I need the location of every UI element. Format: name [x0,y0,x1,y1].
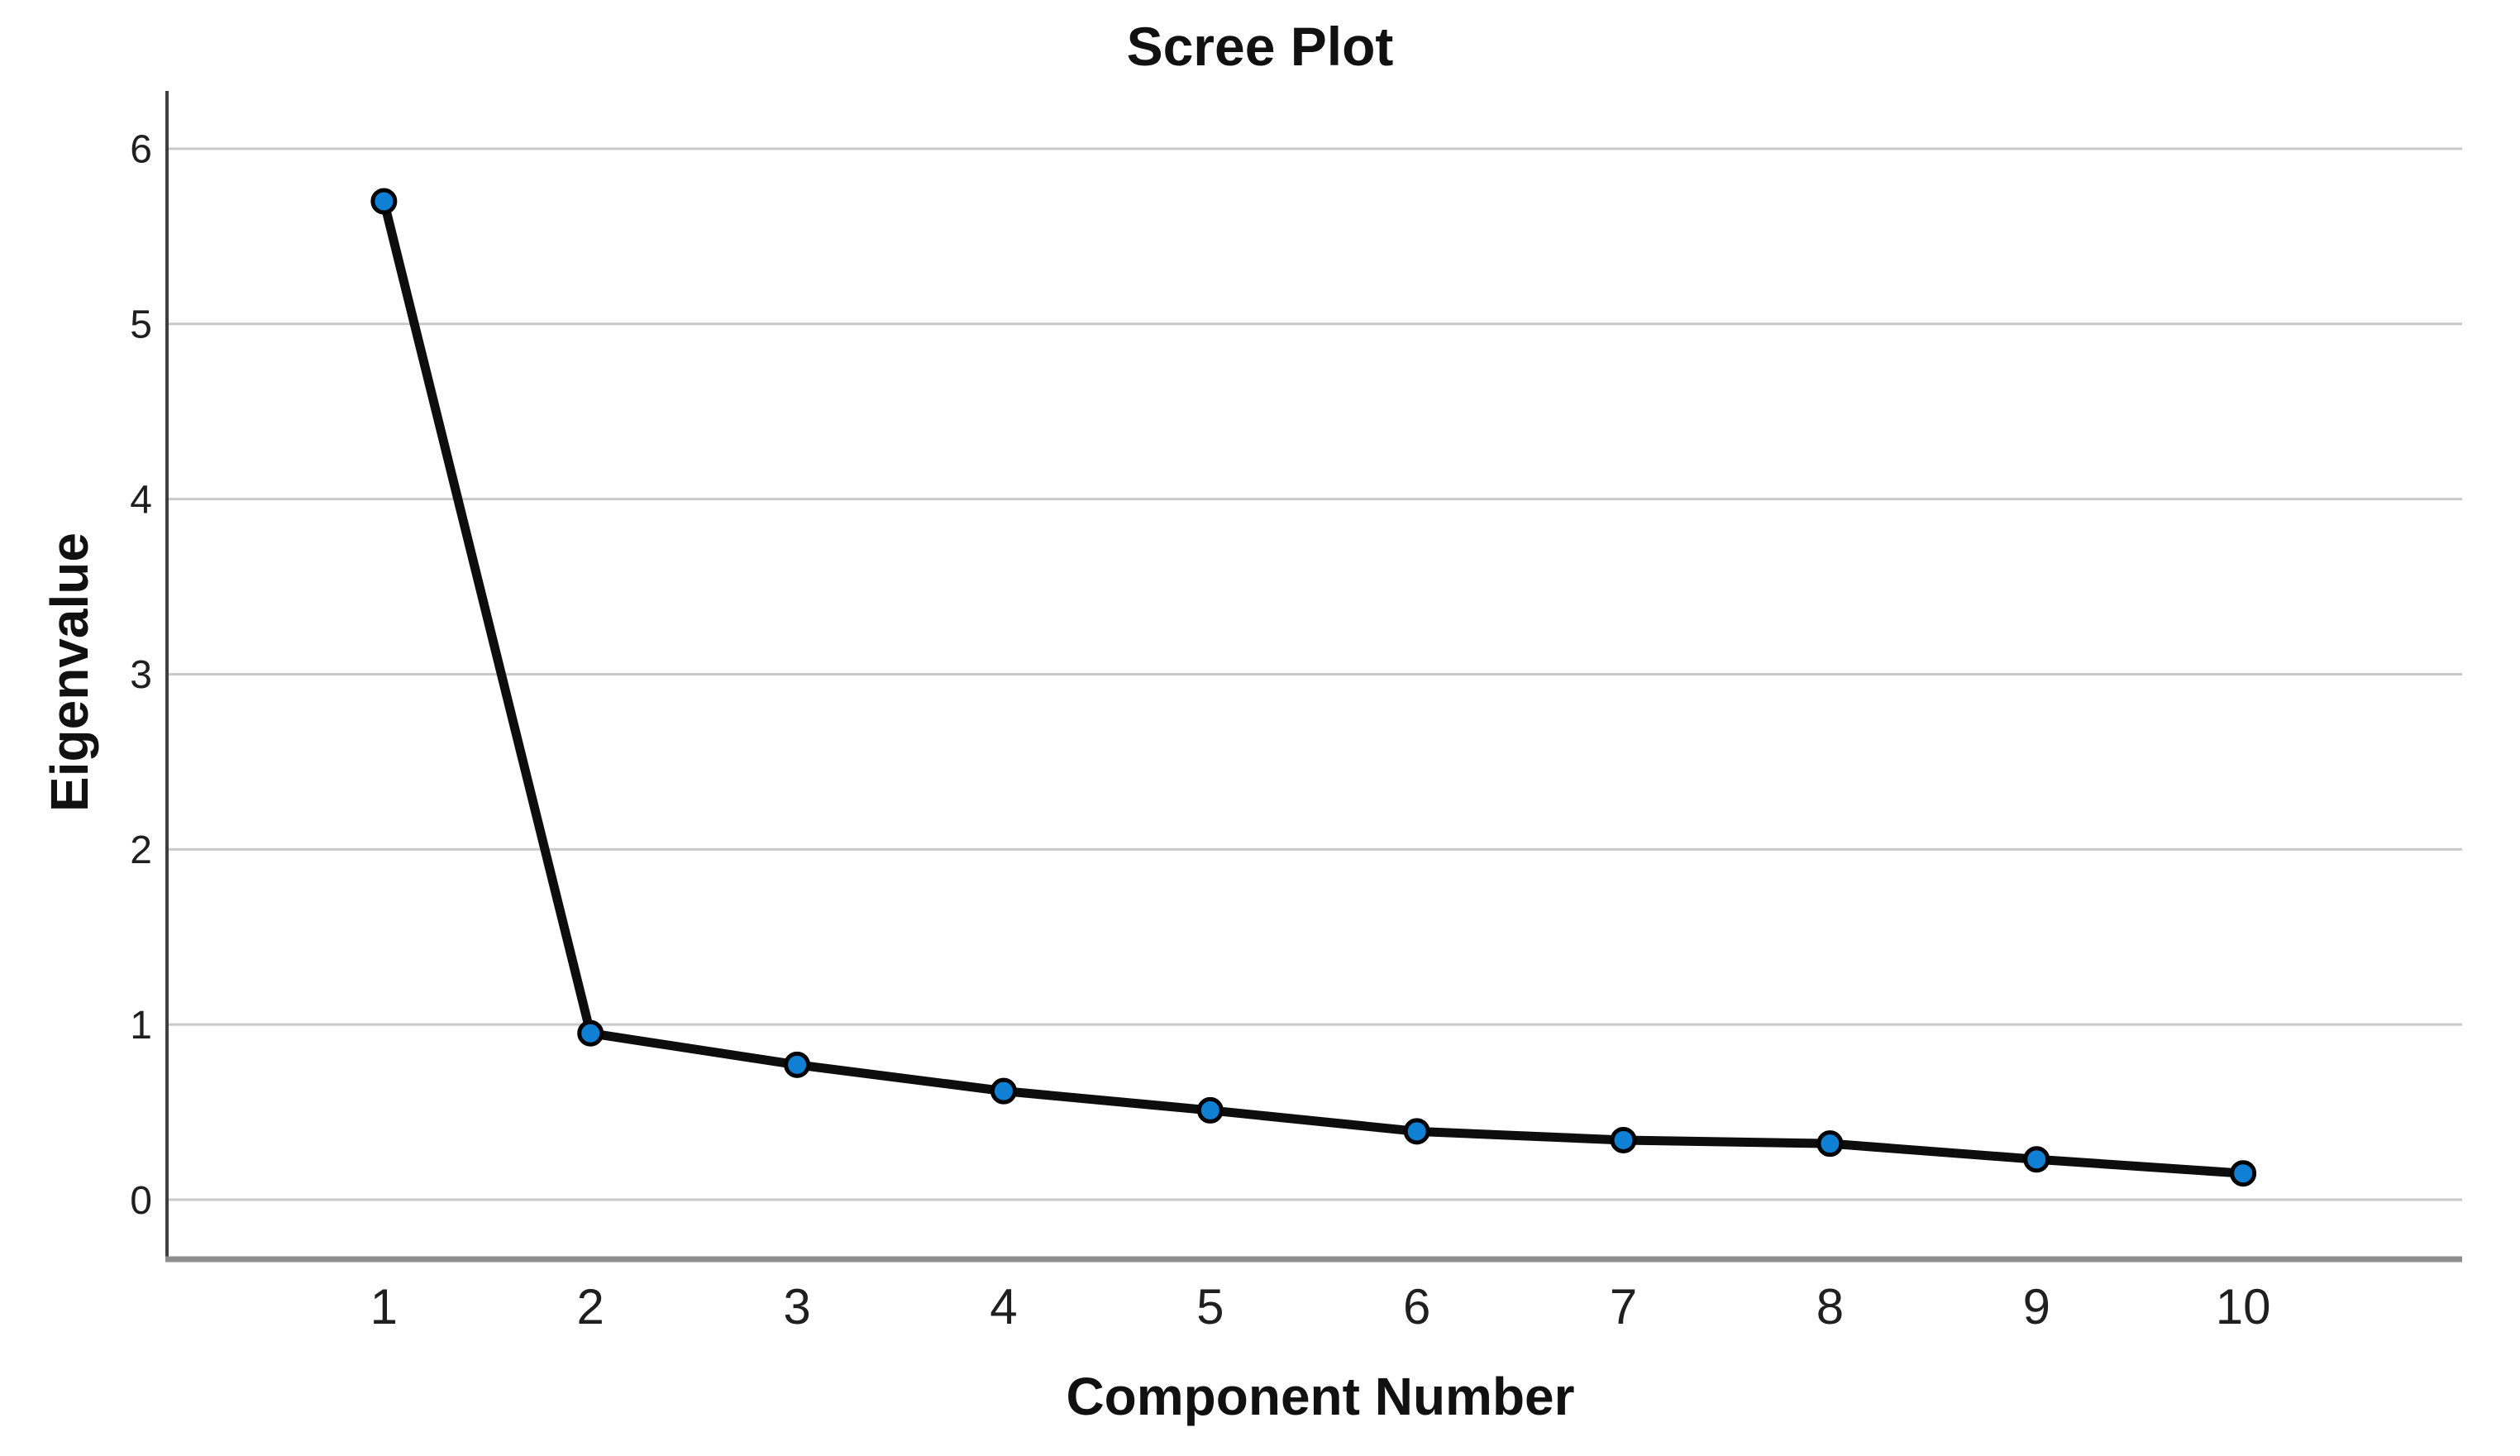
y-tick-label: 1 [130,1004,152,1048]
y-tick-label: 0 [130,1179,152,1223]
data-point-marker [1816,1130,1844,1158]
x-tick-label: 3 [783,1279,810,1334]
data-point-marker [1403,1118,1430,1145]
data-point-marker [1610,1126,1637,1153]
y-tick-label: 2 [130,828,152,872]
y-tick-label: 3 [130,653,152,697]
x-tick-label: 4 [990,1279,1017,1334]
chart-title: Scree Plot [1126,16,1394,77]
x-tick-label: 7 [1610,1279,1637,1334]
x-axis-title: Component Number [1066,1367,1575,1426]
y-tick-label: 4 [130,478,152,522]
x-tick-label: 1 [370,1279,398,1334]
eigenvalue-line [379,196,2248,1178]
x-tick-label: 8 [1816,1279,1844,1334]
data-point-marker [1196,1096,1224,1124]
y-tick-label: 5 [130,303,152,347]
data-point-marker [2230,1160,2257,1187]
data-point-marker [370,188,398,215]
x-tick-label: 9 [2023,1279,2050,1334]
data-point-marker [2023,1146,2050,1173]
data-point-marker [990,1077,1017,1105]
x-tick-label: 6 [1403,1279,1430,1334]
x-tick-label: 2 [577,1279,604,1334]
x-tick-label: 5 [1196,1279,1224,1334]
x-tick-label: 10 [2216,1279,2271,1334]
data-point-marker [784,1051,811,1078]
y-tick-label: 6 [130,128,152,172]
data-point-marker [577,1019,604,1047]
